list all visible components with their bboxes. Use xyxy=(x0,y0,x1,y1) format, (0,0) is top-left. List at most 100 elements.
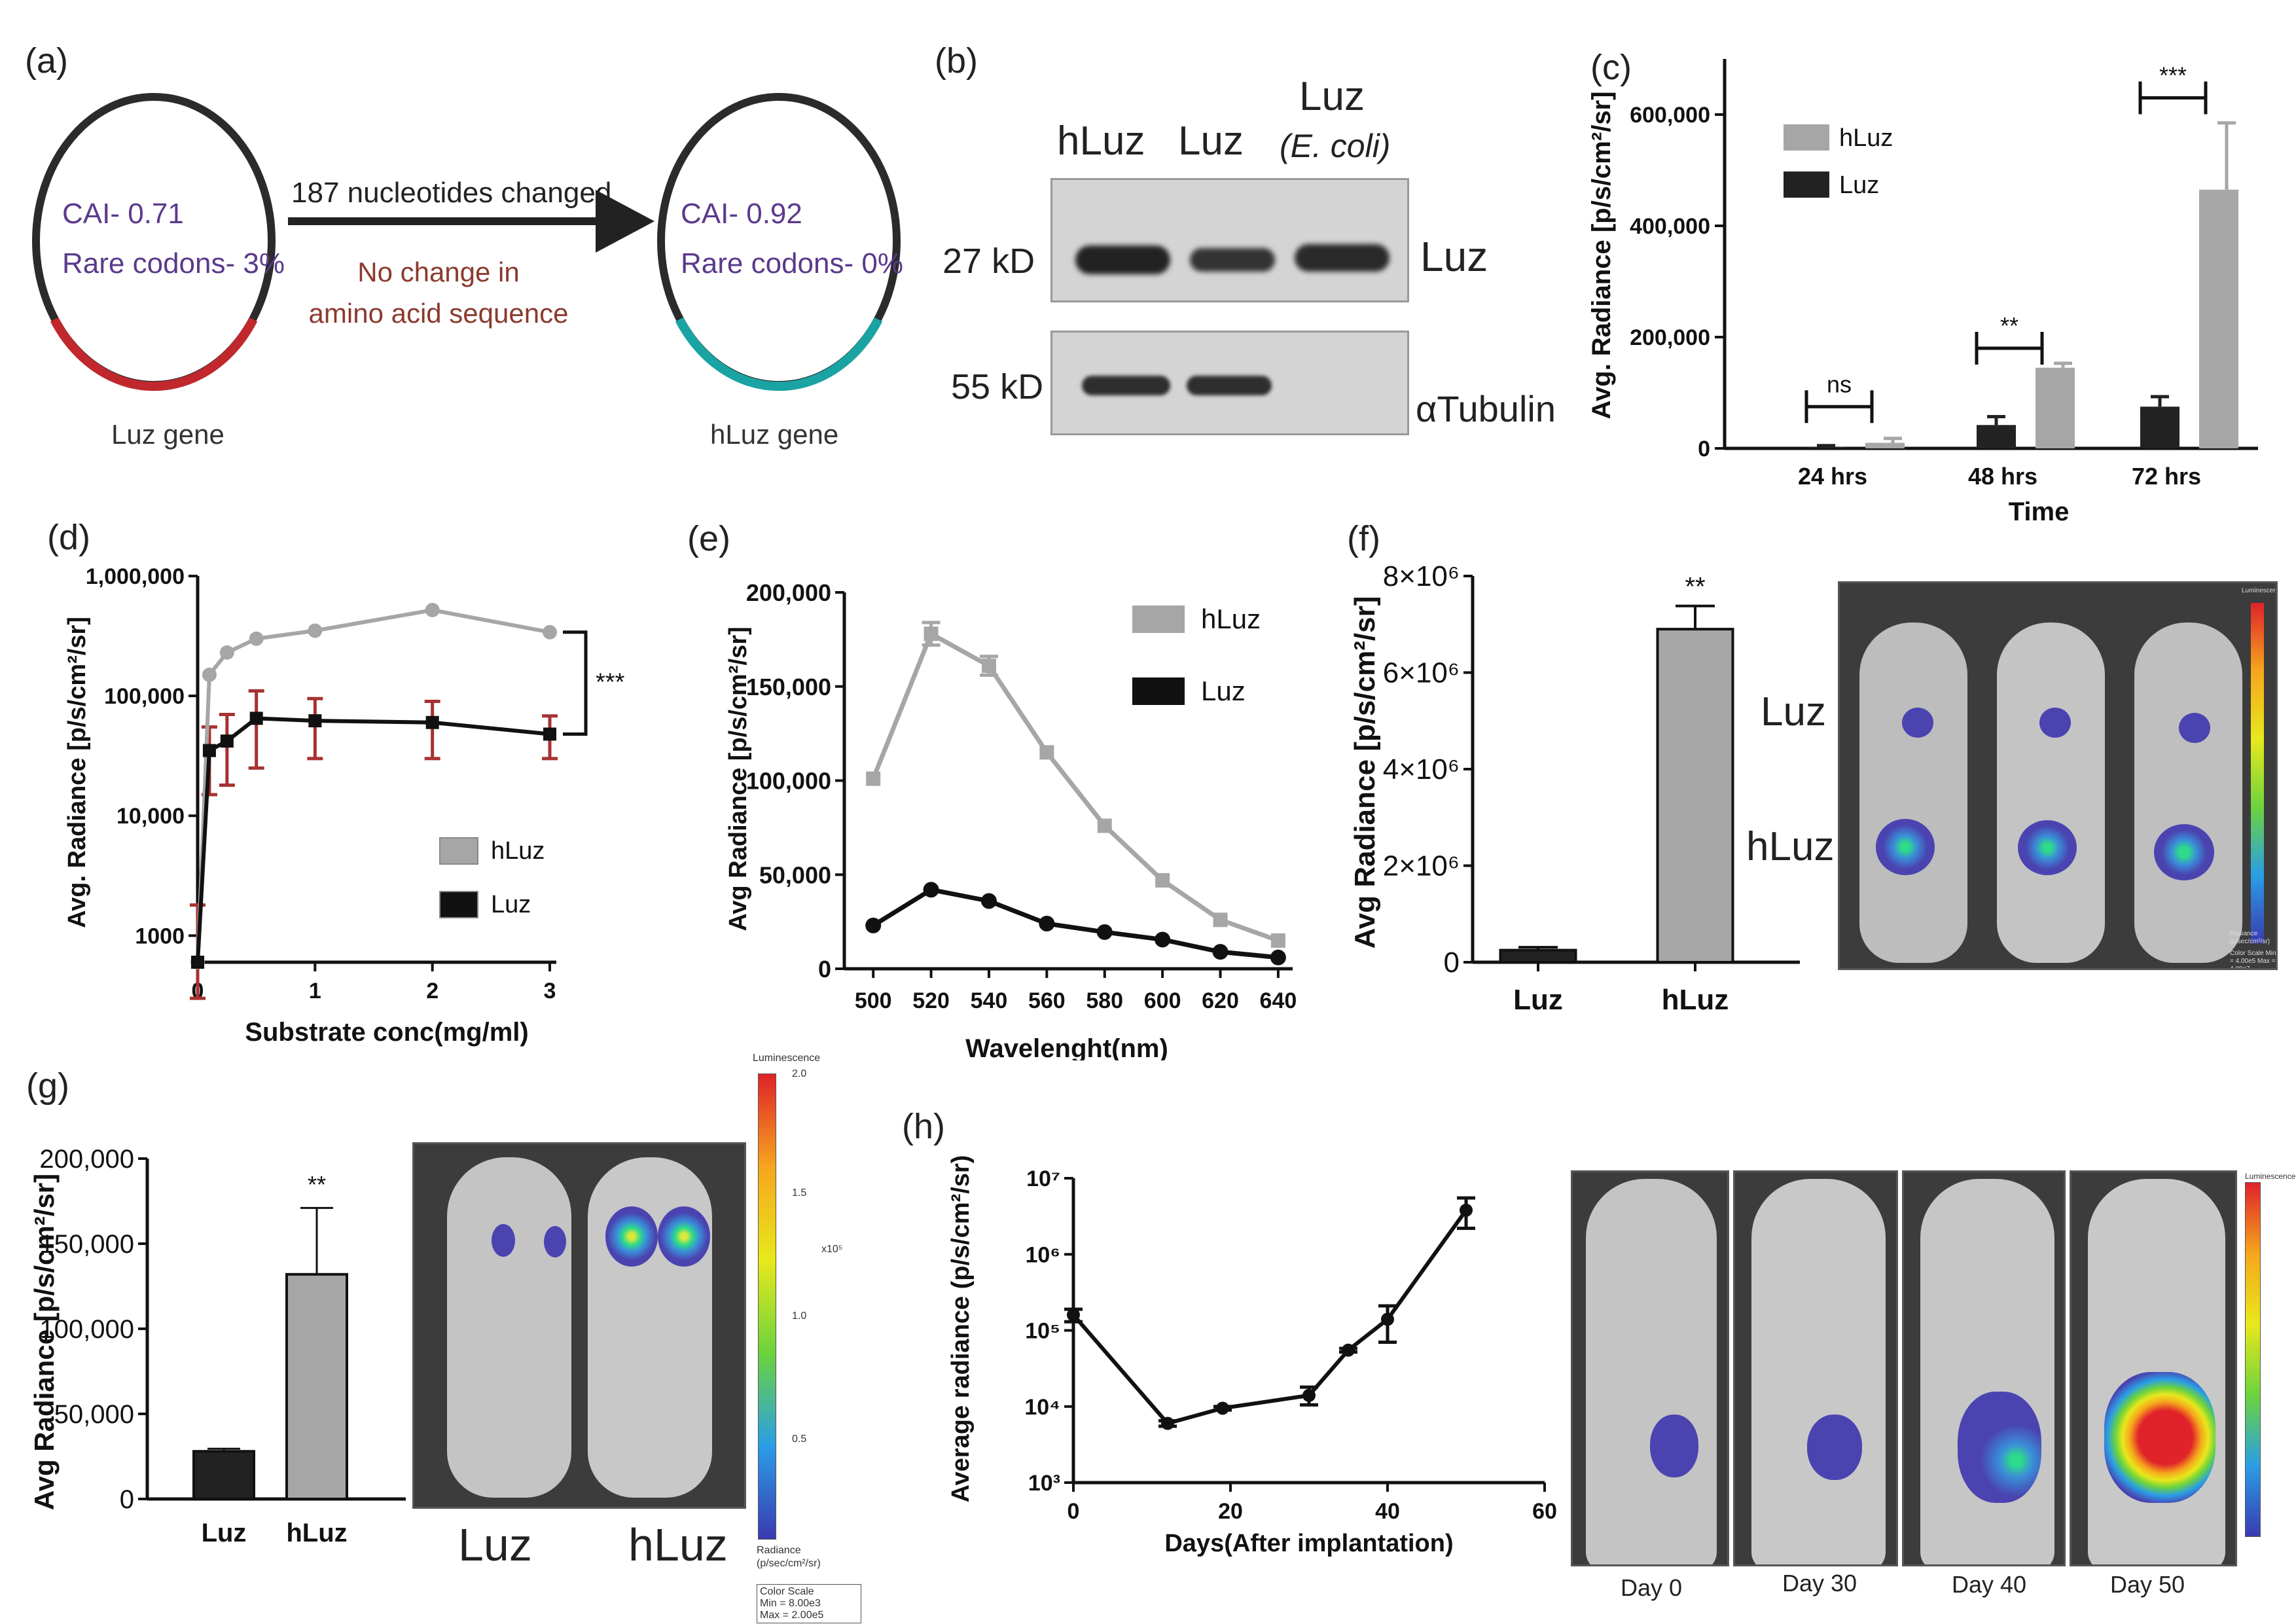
arrow-note-line1: No change in xyxy=(357,257,520,287)
chart-e-xtick-label-1: 520 xyxy=(912,988,950,1013)
chart-g-bar-hLuz xyxy=(285,1272,348,1500)
chart-h-line: 10³ 10⁴ 10⁵ 10⁶ 10⁷ 0 20 40 60 Days(After implant… xyxy=(947,1155,1557,1557)
panel-f-mouse-image: Luminescence Radiance (p/sec/cm²/sr) Col… xyxy=(1838,581,2278,970)
panel-g-scale-box-line1: Color Scale xyxy=(760,1586,814,1597)
luz-cai: CAI- 0.71 xyxy=(62,198,184,230)
chart-h-line xyxy=(1071,1209,1468,1426)
luz-gene-caption: Luz gene xyxy=(111,419,224,450)
chart-d-ytick-label-1: 10,000 xyxy=(117,804,185,829)
band-hluz xyxy=(1075,245,1170,274)
signal-g-hluz-left xyxy=(605,1206,658,1267)
chart-d-xtick-label-3: 3 xyxy=(544,979,556,1003)
signal-luz-1 xyxy=(1902,708,1933,738)
chart-f-bar: 0 2×10⁶ 4×10⁶ 6×10⁶ 8×10⁶ Luz hLuz ** Avg Radian… xyxy=(1349,560,1800,1016)
chart-e-ytick-label-2: 100,000 xyxy=(746,768,831,795)
signal-hluz-3 xyxy=(2154,824,2214,880)
chart-e-ytick-label-3: 150,000 xyxy=(746,674,831,700)
chart-h-point-0 xyxy=(1067,1308,1080,1322)
signal-day0 xyxy=(1650,1415,1698,1477)
arrow-head xyxy=(596,190,655,253)
mouse-day40 xyxy=(1920,1179,2054,1564)
chart-h-point-3 xyxy=(1302,1388,1316,1402)
chart-h-xtick-label-1: 20 xyxy=(1218,1499,1243,1524)
panel-g-scale-unit-1: Radiance xyxy=(757,1545,801,1556)
chart-d-xlabel: Substrate conc(mg/ml) xyxy=(245,1018,528,1047)
panel-g-tick-0-5: 0.5 xyxy=(792,1434,807,1445)
band-luz xyxy=(1190,248,1275,272)
chart-e-line-hLuz xyxy=(870,630,1280,943)
panel-g-label: (g) xyxy=(26,1066,69,1106)
panel-a-plasmid-diagram xyxy=(32,93,901,391)
chart-e-point-Luz-2 xyxy=(980,893,997,909)
chart-g-ytick-label-1: 50,000 xyxy=(54,1400,134,1429)
chart-e-point-Luz-1 xyxy=(923,882,939,898)
chart-d-ytick-label-3: 1,000,000 xyxy=(86,564,185,589)
chart-h-point-1 xyxy=(1161,1416,1174,1430)
panel-g-img-luz: Luz xyxy=(458,1519,532,1570)
chart-h-point-5 xyxy=(1381,1312,1394,1326)
panel-g-tick-2-0: 2.0 xyxy=(792,1068,807,1079)
day-40-label: Day 40 xyxy=(1952,1571,2027,1598)
chart-e-ytick-label-1: 50,000 xyxy=(759,861,831,888)
hluz-rare-codons: Rare codons- 0% xyxy=(681,247,903,280)
chart-e-xtick-label-6: 620 xyxy=(1202,988,1239,1013)
signal-day30 xyxy=(1807,1415,1862,1480)
chart-c-legend-label-Luz: Luz xyxy=(1839,171,1879,199)
chart-d-legend-label-hLuz: hLuz xyxy=(491,837,545,865)
panel-g-scale-title: Luminescence xyxy=(753,1053,821,1064)
mouse-g-1 xyxy=(447,1157,571,1498)
panel-h-image-day40 xyxy=(1902,1170,2066,1566)
signal-g-luz-left xyxy=(492,1224,515,1257)
signal-hluz-2 xyxy=(2018,820,2077,875)
panel-f-scale-unit: Radiance (p/sec/cm²/sr) xyxy=(2230,930,2270,945)
chart-f-sig-label: ** xyxy=(1685,573,1705,602)
chart-d-legend-swatch-Luz xyxy=(439,891,478,918)
mouse-2 xyxy=(1997,623,2105,963)
chart-e-point-Luz-4 xyxy=(1096,924,1113,940)
mouse-day0 xyxy=(1586,1179,1717,1564)
blot-label-tubulin: αTubulin xyxy=(1416,388,1556,429)
chart-c-bar-hLuz-2 xyxy=(2199,189,2238,448)
chart-d-line: 100010,000100,0001,000,0000123***Substra… xyxy=(63,564,625,1047)
signal-g-luz-right xyxy=(544,1226,566,1257)
chart-d-legend-label-Luz: Luz xyxy=(491,891,531,918)
chart-c-legend-label-hLuz: hLuz xyxy=(1839,124,1893,152)
day-30-label: Day 30 xyxy=(1782,1570,1857,1597)
panel-g-scale-unit-2: (p/sec/cm²/sr) xyxy=(757,1558,821,1569)
chart-c-ytick-label-0: 0 xyxy=(1698,437,1710,461)
mouse-3 xyxy=(2134,623,2242,963)
chart-e-ylabel: Avg Radiance [p/s/cm²/sr] xyxy=(725,626,752,931)
chart-d-sig-bracket xyxy=(563,630,588,736)
chart-e-xlabel: Wavelenght(nm) xyxy=(965,1034,1168,1060)
chart-e-xtick-label-7: 640 xyxy=(1260,988,1297,1013)
chart-g-xtick-label-0: Luz xyxy=(202,1519,247,1547)
chart-d-xtick-label-1: 1 xyxy=(309,979,321,1003)
signal-day50 xyxy=(2104,1372,2215,1503)
chart-f-ytick-label-1: 2×10⁶ xyxy=(1383,850,1460,882)
hluz-gene-caption: hLuz gene xyxy=(710,419,839,450)
panel-h-label: (h) xyxy=(902,1107,945,1146)
panel-g-scale-box-line2: Min = 8.00e3 xyxy=(760,1598,821,1609)
panel-h-color-scale xyxy=(2245,1182,2261,1537)
chart-d-sig-label: *** xyxy=(596,668,625,696)
lane-luz: Luz xyxy=(1178,118,1244,164)
chart-d-point-hLuz-6 xyxy=(543,624,557,640)
chart-g-ytick-label-4: 200,000 xyxy=(39,1145,134,1174)
chart-d-point-Luz-0 xyxy=(191,956,204,969)
chart-c-legend-swatch-hLuz xyxy=(1784,124,1829,151)
chart-c-xtick-label-1: 48 hrs xyxy=(1968,463,2037,490)
panel-f-color-scale xyxy=(2251,603,2264,943)
day-50-label: Day 50 xyxy=(2110,1571,2185,1598)
chart-c-ytick-label-3: 600,000 xyxy=(1630,103,1710,128)
chart-f-ytick-label-2: 4×10⁶ xyxy=(1383,753,1460,785)
chart-f-ytick-label-3: 6×10⁶ xyxy=(1383,657,1460,689)
tubulin-western-blot xyxy=(1050,331,1409,435)
chart-d-point-Luz-5 xyxy=(425,715,439,729)
panel-g-scale-box-line3: Max = 2.00e5 xyxy=(760,1610,824,1621)
hluz-gene-segment xyxy=(675,317,883,391)
chart-e-legend-label-Luz: Luz xyxy=(1201,676,1246,706)
chart-c-legend-swatch-Luz xyxy=(1784,171,1829,198)
panel-e-label: (e) xyxy=(687,519,730,558)
chart-e-point-Luz-6 xyxy=(1212,944,1229,960)
chart-d-point-hLuz-1 xyxy=(202,667,217,682)
